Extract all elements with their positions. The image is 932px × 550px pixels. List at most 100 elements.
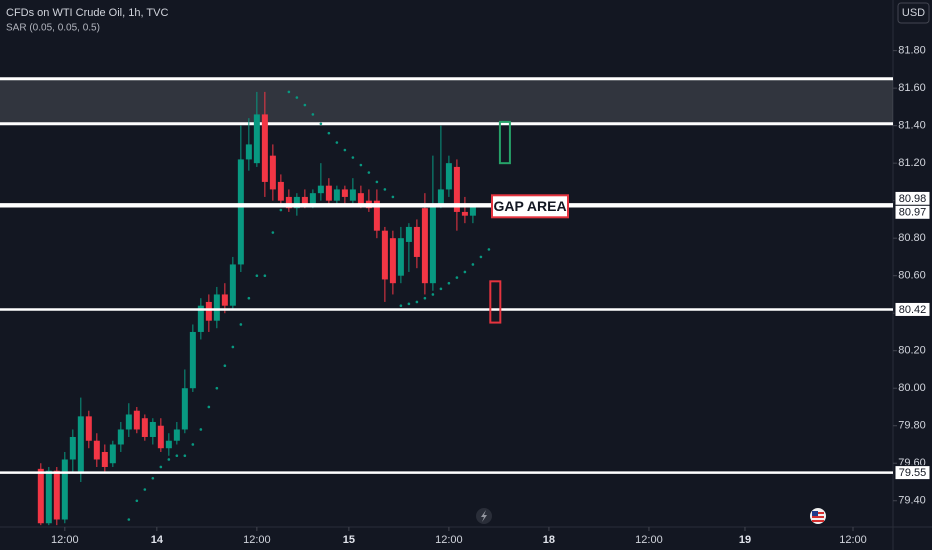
event-icon[interactable] xyxy=(476,508,492,524)
candle-body xyxy=(157,425,164,449)
candle-body xyxy=(397,238,404,276)
candle-body xyxy=(405,226,412,242)
sar-dot xyxy=(359,163,363,167)
candle-body xyxy=(461,211,468,216)
price-label-box xyxy=(894,301,931,317)
sar-dot xyxy=(463,270,467,274)
candle-body xyxy=(165,440,172,449)
sar-dot xyxy=(279,208,283,212)
sar-dot xyxy=(479,255,483,259)
candle-body xyxy=(181,388,188,430)
candle-body xyxy=(453,166,460,212)
sar-dot xyxy=(367,171,371,174)
sar-dot xyxy=(431,293,435,296)
candle-body xyxy=(125,414,132,430)
candle-body xyxy=(109,444,116,464)
candle-body xyxy=(421,208,428,284)
candle-body xyxy=(221,294,228,306)
candle-body xyxy=(93,440,100,460)
sar-dot xyxy=(135,499,139,503)
price-label: 80.97 xyxy=(899,207,927,219)
candle-body xyxy=(429,204,436,284)
sar-dot xyxy=(223,364,227,368)
price-label: 80.98 xyxy=(899,193,927,205)
sar-dot xyxy=(399,304,403,307)
price-label-box xyxy=(894,465,931,481)
sar-dot xyxy=(263,274,267,277)
candle-body xyxy=(237,159,244,265)
sar-dot xyxy=(439,287,443,291)
x-tick-label: 12:00 xyxy=(435,534,463,546)
price-label: 80.42 xyxy=(899,304,927,316)
x-tick-label: 18 xyxy=(543,534,555,546)
candle-body xyxy=(77,416,84,473)
candle-body xyxy=(45,470,52,524)
y-tick-label: 80.80 xyxy=(898,232,926,244)
candle-body xyxy=(445,163,452,190)
sar-dot xyxy=(487,248,491,251)
candle-body xyxy=(293,196,300,209)
candle-body xyxy=(413,226,420,257)
price-label: 79.55 xyxy=(899,467,927,479)
y-tick-label: 81.60 xyxy=(898,82,926,94)
candle-body xyxy=(69,436,76,460)
currency-box[interactable] xyxy=(897,2,930,24)
y-tick-label: 81.80 xyxy=(898,45,926,57)
sar-dot xyxy=(423,296,427,300)
candle-body xyxy=(205,301,212,321)
sar-dot xyxy=(407,302,411,306)
candle-body xyxy=(269,155,276,190)
y-tick-label: 81.40 xyxy=(898,120,926,132)
candle-body xyxy=(349,189,356,201)
sar-dot xyxy=(167,458,171,461)
candle-body xyxy=(189,331,196,389)
candle-body xyxy=(253,114,260,164)
y-tick-label: 80.60 xyxy=(898,270,926,282)
candle-body xyxy=(381,230,388,280)
candle-body xyxy=(117,429,124,445)
currency[interactable]: USD xyxy=(902,7,925,19)
sar-dot xyxy=(447,281,451,285)
candle-body xyxy=(53,470,60,520)
sar-dot xyxy=(271,231,275,234)
sar-dot xyxy=(311,113,315,116)
sar-dot xyxy=(287,90,291,94)
sar-dot xyxy=(455,276,459,279)
x-tick-label: 19 xyxy=(739,534,751,546)
marker-box xyxy=(489,280,502,324)
sar-dot xyxy=(159,465,163,469)
flag-icon[interactable] xyxy=(810,508,826,524)
sar-dot xyxy=(391,195,395,199)
x-tick-label: 12:00 xyxy=(839,534,867,546)
sar-dot xyxy=(303,103,307,107)
candle-body xyxy=(61,459,68,520)
sar-dot xyxy=(295,96,299,99)
candle-body xyxy=(469,206,476,216)
sar-dot xyxy=(151,476,155,480)
y-tick-label: 79.80 xyxy=(898,420,926,432)
sar-dot xyxy=(207,405,211,409)
annotation: GAP AREA xyxy=(493,198,566,214)
candle-body xyxy=(141,418,148,437)
x-tick-label: 15 xyxy=(343,534,355,546)
sar-dot xyxy=(215,386,219,390)
candle-body xyxy=(197,305,204,332)
sar-dot xyxy=(343,148,347,152)
sar-dot xyxy=(183,454,187,458)
sar-dot xyxy=(175,454,179,458)
sar-dot xyxy=(247,296,251,300)
sar-dot xyxy=(231,345,235,349)
x-tick-label: 12:00 xyxy=(51,534,79,546)
candle-body xyxy=(285,196,292,209)
candle-body xyxy=(213,294,220,321)
indicator-label: SAR (0.05, 0.05, 0.5) xyxy=(6,23,100,34)
y-tick-label: 80.00 xyxy=(898,382,926,394)
sar-dot xyxy=(335,141,339,144)
candle-body xyxy=(325,185,332,201)
sar-dot xyxy=(127,518,131,521)
sar-dot xyxy=(383,188,387,191)
price-label-box xyxy=(894,204,931,220)
candle-body xyxy=(277,181,284,201)
x-tick-label: 12:00 xyxy=(243,534,271,546)
